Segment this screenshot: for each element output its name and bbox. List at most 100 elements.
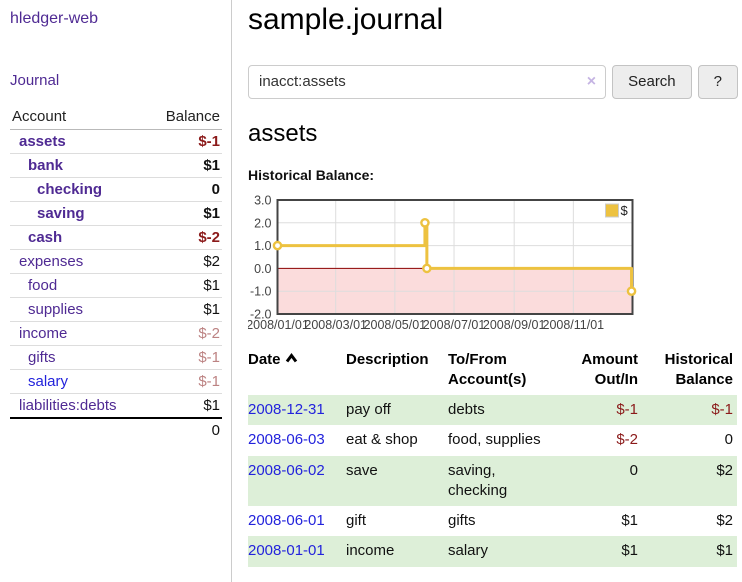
register-col-accounts: To/From Account(s) (448, 350, 527, 388)
account-row: income $-2 (10, 321, 222, 346)
account-link[interactable]: gifts (28, 349, 56, 366)
accounts-col-balance: Balance (147, 105, 222, 130)
transaction-description: pay off (346, 401, 391, 418)
transaction-amount: $1 (621, 542, 638, 560)
account-link[interactable]: expenses (19, 253, 84, 270)
account-row: liabilities:debts $1 (10, 393, 222, 419)
register-table: Date Description To/From Account(s) Amou… (248, 348, 737, 567)
y-axis-tick-label: 1.0 (254, 239, 271, 253)
x-axis-tick-label: 2008/09/01 (483, 318, 546, 332)
x-axis-tick-label: 2008/05/01 (364, 318, 427, 332)
register-row: 2008-06-01 gift gifts $1 $2 (248, 506, 737, 536)
account-link[interactable]: checking (37, 181, 103, 198)
historical-balance-chart[interactable]: $3.0 2.0 1.0 0.0 -1.0 -2.02008/01/012008/03/0… (248, 192, 738, 334)
account-balance: $2 (147, 249, 222, 274)
account-balance: $-1 (147, 345, 222, 370)
account-page-title: assets (248, 119, 318, 147)
y-axis-tick-label: 3.0 (254, 193, 271, 207)
search-input[interactable] (248, 64, 607, 99)
transaction-balance: $1 (716, 542, 733, 560)
account-row: cash $-2 (10, 225, 222, 250)
account-link[interactable]: liabilities:debts (19, 397, 117, 414)
sort-asc-icon (285, 352, 297, 362)
chart-label: Historical Balance: (248, 166, 375, 183)
clear-search-icon[interactable]: × (586, 72, 597, 90)
transaction-description: gift (346, 512, 367, 529)
account-balance: $-1 (147, 369, 222, 394)
chart-data-point (420, 217, 430, 228)
transaction-balance: $-1 (711, 401, 733, 418)
transaction-date-link[interactable]: 2008-01-01 (248, 542, 325, 560)
help-button[interactable]: ? (697, 64, 738, 99)
account-balance: 0 (147, 177, 222, 202)
account-link[interactable]: saving (37, 205, 85, 222)
register-col-amount: Amount Out/In (581, 350, 638, 388)
sidebar: hledger-web Journal Account Balance asse… (0, 0, 232, 582)
transaction-accounts: salary (448, 542, 489, 560)
y-axis-tick-label: 2.0 (254, 216, 271, 230)
register-row: 2008-06-02 save saving, checking 0 $2 (248, 455, 737, 506)
register-col-description: Description (346, 350, 429, 368)
transaction-accounts: gifts (448, 512, 476, 529)
account-row: saving $1 (10, 201, 222, 226)
account-link[interactable]: salary (28, 373, 69, 390)
accounts-col-account: Account (10, 105, 148, 130)
x-axis-tick-label: 2008/03/01 (304, 318, 367, 332)
account-row: checking 0 (10, 177, 222, 202)
account-row: expenses $2 (10, 249, 222, 274)
transaction-date-link[interactable]: 2008-12-31 (248, 401, 325, 418)
accounts-table: Account Balance assets $-1 bank $1 checking 0… (10, 105, 222, 442)
y-axis-tick-label: 0.0 (254, 261, 271, 275)
account-balance: $1 (147, 393, 222, 419)
account-balance: $-1 (147, 129, 222, 154)
transaction-accounts: saving, checking (448, 461, 508, 499)
account-balance: $-2 (147, 321, 222, 346)
register-row: 2008-01-01 income salary $1 $1 (248, 536, 737, 567)
register-row: 2008-06-03 eat & shop food, supplies $-2 0 (248, 425, 737, 455)
search-button[interactable]: Search (612, 64, 692, 99)
register-col-date[interactable]: Date (248, 348, 346, 396)
account-link[interactable]: income (19, 325, 68, 342)
chart-data-point (272, 240, 283, 250)
sidebar-item-journal[interactable]: Journal (10, 72, 60, 89)
account-link[interactable]: bank (28, 157, 64, 174)
account-link[interactable]: food (28, 277, 58, 294)
page-title: sample.journal (248, 3, 444, 36)
main-content: sample.journal × Search ? assets Histori… (248, 0, 738, 567)
account-row: food $1 (10, 273, 222, 298)
legend-swatch (605, 203, 619, 217)
transaction-balance: $2 (716, 512, 733, 529)
transaction-amount: $-2 (616, 431, 638, 449)
transaction-description: eat & shop (346, 431, 418, 449)
transaction-amount: $-1 (616, 401, 638, 418)
transaction-balance: 0 (724, 431, 733, 449)
legend-label: $ (621, 203, 629, 218)
chart-border (276, 198, 634, 315)
chart-data-point (626, 285, 637, 296)
accounts-total-row: 0 (10, 417, 222, 442)
transaction-date-link[interactable]: 2008-06-01 (248, 512, 325, 529)
transaction-accounts: debts (448, 401, 485, 418)
account-link[interactable]: assets (19, 133, 66, 150)
transaction-date-link[interactable]: 2008-06-03 (248, 431, 325, 449)
y-axis-tick-label: -2.0 (250, 307, 272, 321)
account-row: salary $-1 (10, 369, 222, 394)
accounts-total-balance: 0 (147, 417, 222, 442)
account-row: bank $1 (10, 153, 222, 178)
search-bar: × Search ? (248, 64, 738, 99)
y-axis-tick-label: -1.0 (250, 284, 272, 298)
transaction-amount: 0 (629, 461, 638, 479)
transaction-accounts: food, supplies (448, 431, 541, 449)
transaction-date-link[interactable]: 2008-06-02 (248, 461, 325, 479)
x-axis-tick-label: 2008/01/01 (248, 318, 309, 332)
account-row: supplies $1 (10, 297, 222, 322)
account-balance: $1 (147, 273, 222, 298)
account-row: assets $-1 (10, 129, 222, 154)
x-axis-tick-label: 2008/07/01 (423, 318, 486, 332)
account-link[interactable]: cash (28, 229, 63, 246)
register-col-balance: Historical Balance (664, 350, 733, 388)
app-brand-link[interactable]: hledger-web (10, 10, 99, 27)
account-balance: $1 (147, 153, 222, 178)
account-link[interactable]: supplies (28, 301, 84, 318)
account-balance: $1 (147, 201, 222, 226)
